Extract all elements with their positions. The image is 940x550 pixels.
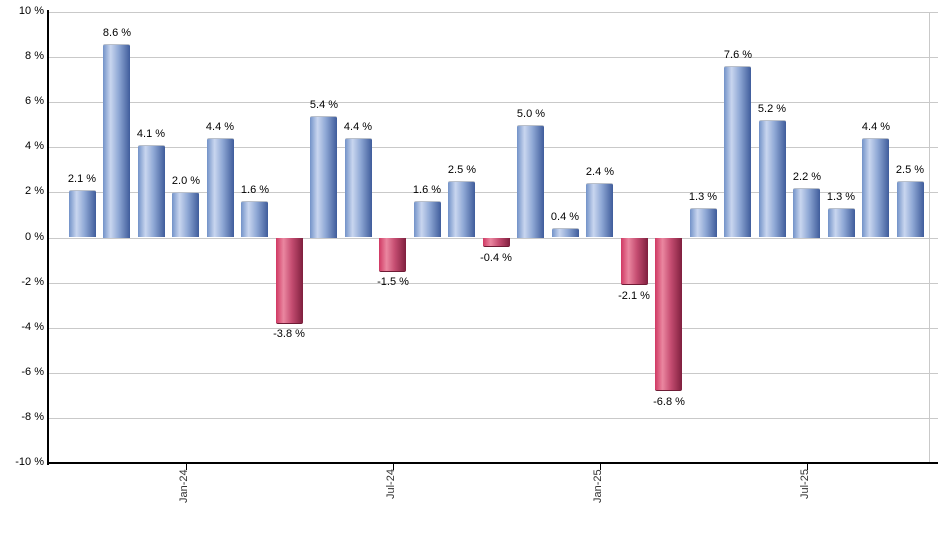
bar-negative [276,238,303,324]
y-axis-line [47,10,49,465]
y-axis-tick-label: 10 % [18,5,44,17]
gridline [49,373,938,374]
bar-value-label: 4.4 % [205,121,235,133]
bar-value-label: 2.5 % [895,164,925,176]
y-axis-tick-label: 6 % [25,95,44,107]
bar-negative [655,238,682,391]
x-axis-tick [807,464,808,470]
bar-positive [69,190,96,237]
bar-value-label: 4.1 % [136,128,166,140]
bar-value-label: 5.0 % [516,108,546,120]
y-axis-tick-label: -4 % [21,321,44,333]
bar-negative [621,238,648,285]
bar-negative [483,238,510,247]
bar-positive [828,208,855,237]
plot-right-border [929,12,930,463]
bar-positive [103,44,130,238]
bar-value-label: 2.2 % [792,171,822,183]
bar-value-label: -0.4 % [480,252,512,264]
x-axis-tick-label: Jul-25 [799,469,811,499]
bar-value-label: 0.4 % [550,211,580,223]
x-axis-tick [186,464,187,470]
x-axis-tick-label: Jan-25 [592,469,604,503]
bar-positive [241,201,268,237]
bar-positive [345,138,372,237]
bar-positive [793,188,820,238]
gridline [49,283,938,284]
bar-positive [517,125,544,238]
bar-positive [172,192,199,237]
bar-value-label: -2.1 % [618,290,650,302]
gridline [49,328,938,329]
bar-positive [724,66,751,237]
y-axis-tick-label: -10 % [15,456,44,468]
bar-value-label: 1.6 % [412,184,442,196]
y-axis-tick-label: -6 % [21,366,44,378]
bar-value-label: -6.8 % [653,396,685,408]
bar-positive [207,138,234,237]
x-axis-tick-label: Jan-24 [178,469,190,503]
bar-positive [138,145,165,237]
bar-positive [448,181,475,237]
bar-value-label: 5.2 % [757,103,787,115]
bar-value-label: 1.3 % [688,191,718,203]
bar-value-label: 2.4 % [585,166,615,178]
y-axis-tick-label: 0 % [25,231,44,243]
bar-positive [310,116,337,238]
bar-value-label: 5.4 % [309,99,339,111]
bar-value-label: -3.8 % [273,328,305,340]
x-axis-tick [393,464,394,470]
bar-value-label: 4.4 % [343,121,373,133]
gridline [49,12,938,13]
x-axis-tick-label: Jul-24 [385,469,397,499]
gridline [49,57,938,58]
bar-value-label: -1.5 % [377,276,409,288]
bar-value-label: 2.1 % [67,173,97,185]
bar-positive [897,181,924,237]
y-axis-tick-label: 8 % [25,50,44,62]
bar-positive [552,228,579,237]
y-axis-tick-label: -8 % [21,411,44,423]
bar-positive [759,120,786,237]
bar-value-label: 7.6 % [723,49,753,61]
y-axis-tick-label: 4 % [25,140,44,152]
bar-positive [862,138,889,237]
bar-value-label: 2.5 % [447,164,477,176]
bar-positive [690,208,717,237]
bar-value-label: 2.0 % [171,175,201,187]
bar-positive [414,201,441,237]
gridline [49,418,938,419]
bar-positive [586,183,613,237]
y-axis-tick-label: -2 % [21,276,44,288]
y-axis-tick-label: 2 % [25,185,44,197]
gridline [49,147,938,148]
bar-value-label: 8.6 % [102,27,132,39]
gridline [49,192,938,193]
x-axis-line [47,462,938,464]
bar-value-label: 1.6 % [240,184,270,196]
bar-value-label: 1.3 % [826,191,856,203]
bar-value-label: 4.4 % [861,121,891,133]
bar-negative [379,238,406,272]
x-axis-tick [600,464,601,470]
gridline [49,102,938,103]
